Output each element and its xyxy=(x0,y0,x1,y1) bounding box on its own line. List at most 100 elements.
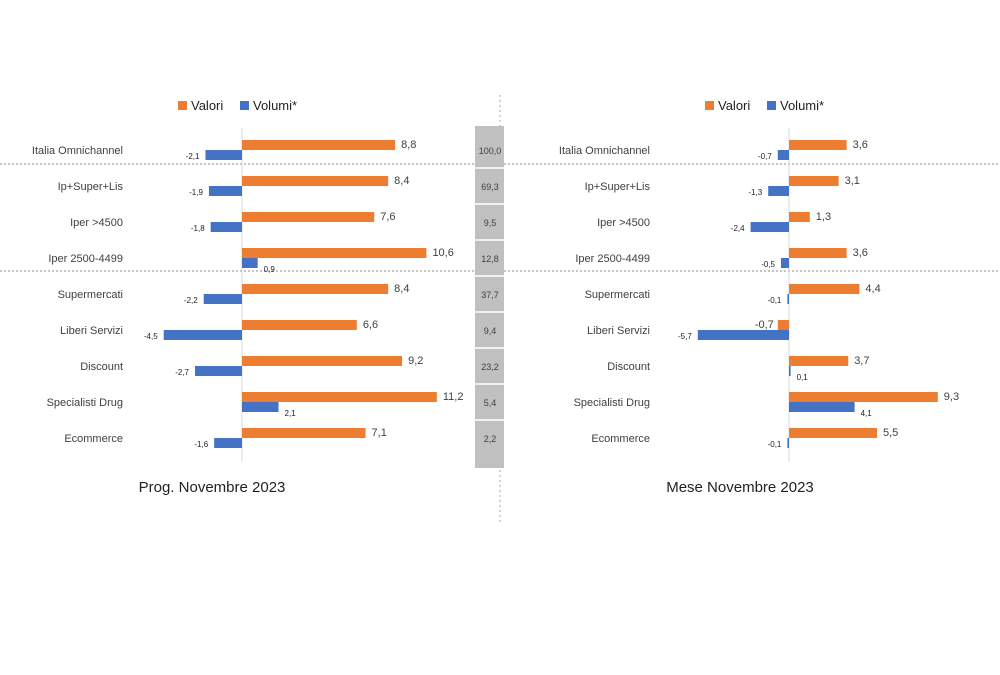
bar-volumi xyxy=(242,402,279,412)
data-label-valori: 6,6 xyxy=(363,319,378,331)
data-label-volumi: -0,5 xyxy=(761,260,775,269)
legend: Valori Volumi* xyxy=(705,98,824,113)
bar-valori xyxy=(242,356,403,366)
data-label-volumi: 0,9 xyxy=(264,265,276,274)
share-value: 69,3 xyxy=(481,182,499,192)
share-column: 100,0 69,3 9,5 12,8 37,7 9,4 23,2 5,4 2,2 xyxy=(475,126,504,468)
category-label: Iper 2500-4499 xyxy=(575,253,650,265)
panel-prog: Valori Volumi* Italia Omnichannel 8,8 -2,1 Ip… xyxy=(32,98,464,496)
data-label-valori: -0,7 xyxy=(755,319,774,331)
data-label-valori: 3,1 xyxy=(845,175,860,187)
category-label: Liberi Servizi xyxy=(587,325,650,337)
category-label: Discount xyxy=(80,361,123,373)
data-label-valori: 3,6 xyxy=(853,139,868,151)
category-label: Italia Omnichannel xyxy=(32,145,123,157)
legend-label-valori: Valori xyxy=(718,98,750,113)
bar-valori xyxy=(789,176,839,186)
data-label-volumi: -2,4 xyxy=(731,224,745,233)
bar-volumi xyxy=(787,438,789,448)
data-label-valori: 11,2 xyxy=(443,391,464,403)
share-value: 9,5 xyxy=(484,218,497,228)
data-label-volumi: -1,3 xyxy=(748,188,762,197)
data-label-volumi: -2,1 xyxy=(186,152,200,161)
share-value: 23,2 xyxy=(481,362,499,372)
category-label: Discount xyxy=(607,361,650,373)
data-label-volumi: -1,8 xyxy=(191,224,205,233)
data-label-volumi: -0,1 xyxy=(768,296,782,305)
bar-volumi xyxy=(789,366,791,376)
bar-valori xyxy=(242,248,427,258)
category-label: Liberi Servizi xyxy=(60,325,123,337)
data-label-volumi: -0,1 xyxy=(768,440,782,449)
share-value: 2,2 xyxy=(484,434,497,444)
data-label-volumi: 4,1 xyxy=(861,409,873,418)
bar-valori xyxy=(789,212,810,222)
category-label: Iper >4500 xyxy=(70,217,123,229)
bar-valori xyxy=(242,320,357,330)
data-label-volumi: -0,7 xyxy=(758,152,772,161)
data-label-valori: 4,4 xyxy=(865,283,880,295)
bar-valori xyxy=(789,356,849,366)
category-label: Ip+Super+Lis xyxy=(58,181,124,193)
data-label-volumi: 0,1 xyxy=(797,373,809,382)
bar-valori xyxy=(242,176,389,186)
legend-swatch-volumi xyxy=(767,101,776,110)
data-label-volumi: -1,6 xyxy=(194,440,208,449)
share-value: 9,4 xyxy=(484,326,497,336)
data-label-valori: 9,2 xyxy=(408,355,423,367)
category-label: Ecommerce xyxy=(591,433,650,445)
panel-mese: Valori Volumi* Italia Omnichannel 3,6 -0,7 Ip… xyxy=(559,98,959,496)
category-label: Iper >4500 xyxy=(597,217,650,229)
category-label: Specialisti Drug xyxy=(574,397,650,409)
legend: Valori Volumi* xyxy=(178,98,297,113)
bar-volumi xyxy=(781,258,789,268)
data-label-valori: 8,4 xyxy=(394,283,409,295)
data-label-valori: 7,6 xyxy=(380,211,395,223)
legend-label-volumi: Volumi* xyxy=(780,98,824,113)
legend-swatch-volumi xyxy=(240,101,249,110)
share-value: 100,0 xyxy=(479,146,502,156)
bar-volumi xyxy=(203,294,242,304)
data-label-valori: 8,4 xyxy=(394,175,409,187)
category-label: Italia Omnichannel xyxy=(559,145,650,157)
data-label-volumi: -2,7 xyxy=(175,368,189,377)
data-label-volumi: -4,5 xyxy=(144,332,158,341)
legend-label-valori: Valori xyxy=(191,98,223,113)
legend-label-volumi: Volumi* xyxy=(253,98,297,113)
bar-volumi xyxy=(777,150,789,160)
bar-volumi xyxy=(210,222,242,232)
bar-volumi xyxy=(768,186,789,196)
data-label-valori: 8,8 xyxy=(401,139,416,151)
chart-title: Mese Novembre 2023 xyxy=(666,479,814,496)
data-label-valori: 10,6 xyxy=(432,247,453,259)
bar-volumi xyxy=(750,222,789,232)
bar-valori xyxy=(242,392,437,402)
data-label-volumi: 2,1 xyxy=(285,409,297,418)
share-value: 37,7 xyxy=(481,290,499,300)
category-label: Specialisti Drug xyxy=(47,397,123,409)
category-label: Ecommerce xyxy=(64,433,123,445)
data-label-valori: 3,7 xyxy=(854,355,869,367)
bar-volumi xyxy=(787,294,789,304)
share-value: 12,8 xyxy=(481,254,499,264)
bar-volumi xyxy=(208,186,242,196)
bar-volumi xyxy=(214,438,242,448)
bar-valori xyxy=(777,320,789,330)
legend-swatch-valori xyxy=(178,101,187,110)
data-label-valori: 1,3 xyxy=(816,211,831,223)
legend-swatch-valori xyxy=(705,101,714,110)
bar-valori xyxy=(242,140,396,150)
bar-valori xyxy=(242,428,366,438)
bar-volumi xyxy=(195,366,242,376)
bar-volumi xyxy=(789,402,855,412)
bar-volumi xyxy=(205,150,242,160)
bar-volumi xyxy=(697,330,789,340)
bar-valori xyxy=(789,140,847,150)
bar-valori xyxy=(242,284,389,294)
bar-valori xyxy=(242,212,375,222)
bar-valori xyxy=(789,248,847,258)
category-label: Supermercati xyxy=(585,289,650,301)
share-value: 5,4 xyxy=(484,398,497,408)
bar-valori xyxy=(789,284,860,294)
